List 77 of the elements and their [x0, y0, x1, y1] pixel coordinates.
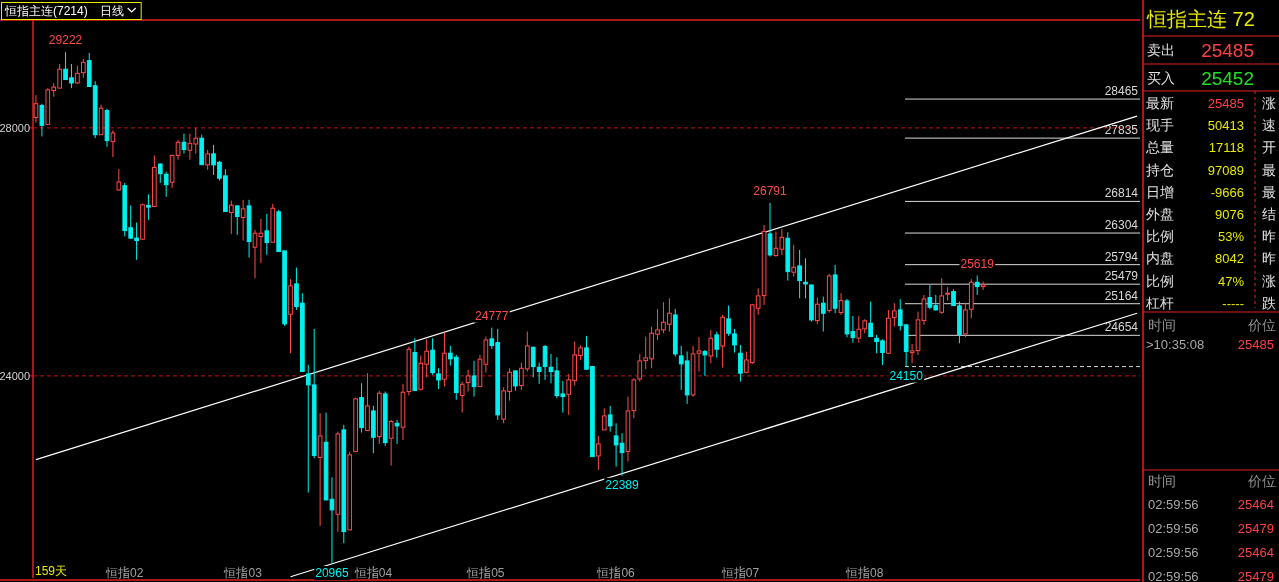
ref-line-label: 26814	[1104, 186, 1139, 201]
annotation: 25619	[960, 256, 995, 271]
ref-line-label: 27835	[1104, 123, 1139, 138]
text: 最	[1262, 183, 1276, 200]
text: 53%	[1217, 229, 1245, 245]
ref-line-label: 25479	[1104, 269, 1139, 284]
text: 价位	[1247, 473, 1276, 489]
text: 昨	[1262, 250, 1276, 267]
chart-subtitle: 日线	[99, 4, 124, 18]
text: 日增	[1146, 183, 1174, 200]
annotation: 24777	[475, 308, 509, 323]
ref-line-label: 25794	[1104, 249, 1139, 264]
annotation: 26791	[753, 183, 788, 198]
x-tick-label: 恒指04	[353, 566, 393, 580]
text: 持仓	[1146, 161, 1174, 178]
text: 8042	[1215, 251, 1244, 267]
chart-title: 恒指主连(7214)	[4, 4, 88, 18]
text: 内盘	[1146, 250, 1174, 267]
text: 50413	[1207, 118, 1244, 134]
x-tick-label: 恒指02	[105, 566, 144, 580]
x-tick-label: 恒指05	[466, 566, 505, 580]
text: 02:59:56	[1148, 521, 1199, 536]
text: 02:59:56	[1148, 569, 1199, 582]
ref-line-label: 25164	[1104, 288, 1139, 303]
y-tick-label: 24000	[0, 369, 30, 382]
text: 25464	[1237, 497, 1274, 512]
x-tick-label: 恒指08	[845, 566, 884, 580]
text: 25479	[1237, 521, 1274, 536]
text: 买入	[1147, 70, 1175, 86]
text: 开	[1262, 139, 1276, 156]
text: 97089	[1207, 162, 1244, 178]
annotation: 29222	[48, 33, 83, 48]
text: 总量	[1145, 139, 1174, 156]
text: 涨	[1262, 95, 1276, 111]
text: 比例	[1146, 228, 1174, 245]
annotation: 20965	[315, 566, 349, 581]
text: 17118	[1208, 140, 1244, 156]
text: 47%	[1217, 273, 1245, 289]
text: 速	[1262, 117, 1276, 134]
ref-line-label: 24654	[1104, 320, 1139, 335]
text: 25464	[1237, 545, 1274, 560]
text: 现手	[1146, 117, 1174, 134]
x-tick-label: 恒指03	[223, 566, 263, 580]
text: 时间	[1148, 317, 1176, 333]
text: >10:35:08	[1146, 337, 1205, 352]
text: 9076	[1215, 207, 1244, 222]
text: 卖出	[1147, 42, 1175, 58]
x-tick-label: 恒指06	[596, 566, 636, 580]
annotation: 22389	[605, 477, 640, 492]
annotation: 159天	[35, 564, 68, 578]
text: 最	[1262, 161, 1276, 178]
title-box: 恒指主连(7214) 日线	[1, 2, 142, 20]
text: 涨	[1262, 272, 1276, 289]
text: 25485	[1201, 40, 1254, 61]
ref-line-label: 26304	[1104, 218, 1139, 233]
x-tick-label: 恒指07	[720, 566, 760, 580]
text: 25479	[1237, 569, 1274, 582]
text: 时间	[1148, 473, 1176, 489]
text: 02:59:56	[1148, 497, 1199, 512]
annotation: 24150	[889, 368, 924, 383]
y-tick-label: 28000	[0, 121, 30, 134]
text: 25452	[1201, 68, 1254, 89]
text: 杠杆	[1145, 294, 1174, 311]
text: 25485	[1237, 337, 1274, 352]
text: 结	[1262, 206, 1276, 222]
text: 恒指主连 72	[1146, 8, 1255, 30]
text: 跌	[1262, 294, 1276, 311]
text: 最新	[1146, 95, 1174, 111]
text: 25485	[1207, 96, 1244, 111]
text: 昨	[1262, 228, 1276, 245]
text: 02:59:56	[1148, 545, 1199, 560]
text: 比例	[1146, 272, 1174, 289]
text: 外盘	[1146, 206, 1174, 222]
text: -----	[1222, 295, 1244, 311]
text: 价位	[1247, 317, 1276, 333]
ref-line-label: 28465	[1104, 84, 1139, 99]
text: -9666	[1210, 184, 1244, 200]
